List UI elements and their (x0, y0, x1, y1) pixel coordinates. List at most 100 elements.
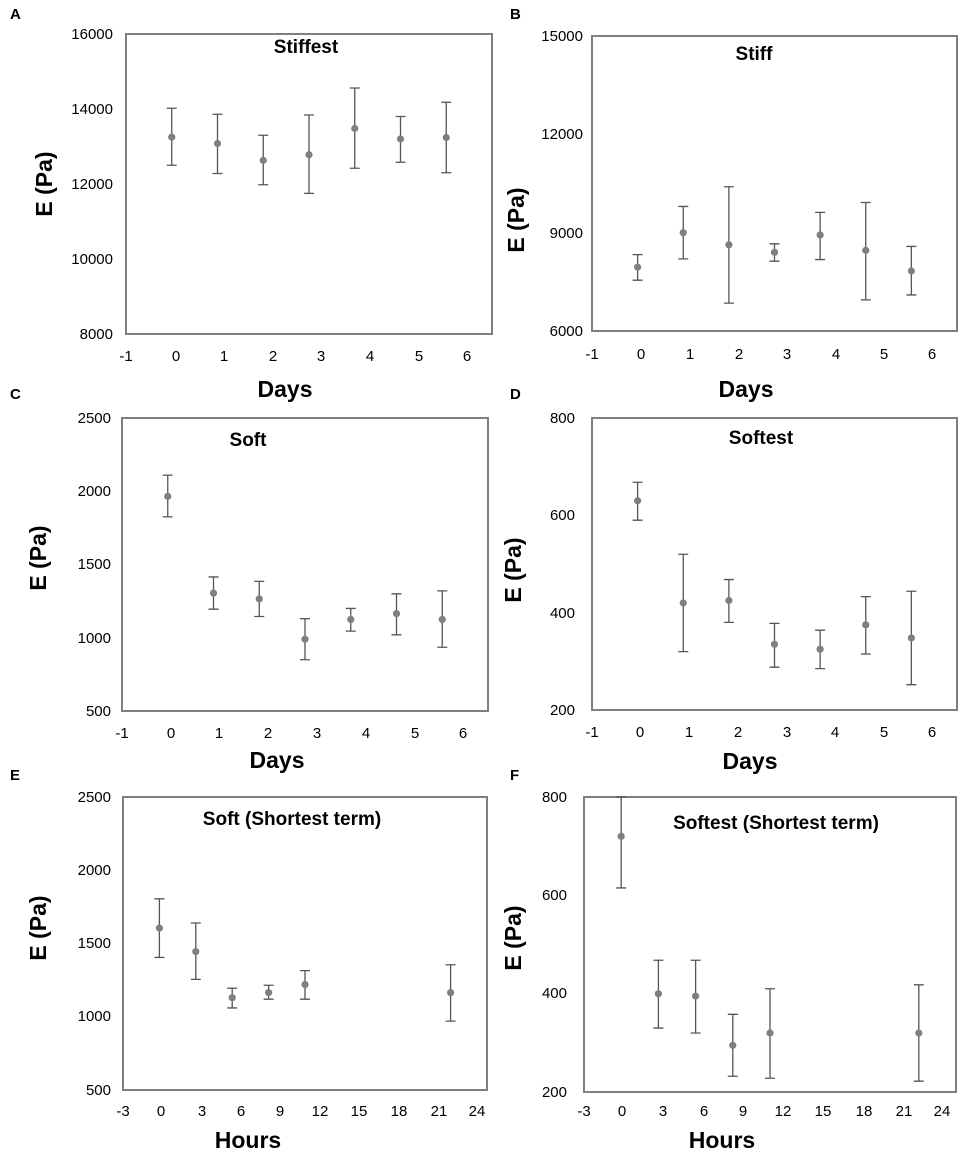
y-tick-label: 200 (542, 1084, 567, 1101)
x-tick-label: 3 (317, 348, 325, 365)
data-point (259, 156, 267, 164)
x-tick-labels: -1 0 1 2 3 4 5 6 (585, 724, 936, 741)
x-axis-label: Hours (215, 1127, 281, 1153)
data-point (766, 1029, 774, 1037)
x-tick-label: 3 (783, 724, 791, 741)
x-tick-labels: -1 0 1 2 3 4 5 6 (585, 346, 936, 363)
data-point (692, 992, 700, 1000)
x-tick-label: 2 (735, 346, 743, 363)
x-axis-label: Days (258, 376, 313, 402)
x-tick-label: 2 (269, 348, 277, 365)
x-tick-label: 6 (237, 1103, 245, 1120)
y-tick-label: 2500 (78, 410, 111, 427)
x-tick-label: -3 (116, 1103, 129, 1120)
data-point (392, 609, 401, 618)
data-point (907, 267, 915, 275)
y-axis-label: E (Pa) (503, 187, 529, 252)
data-point (301, 980, 309, 989)
y-tick-labels: 2500 2000 1500 1000 500 (78, 410, 111, 720)
data-point (634, 263, 642, 271)
chart-title: Softest (729, 428, 794, 449)
x-tick-label: 6 (463, 348, 471, 365)
y-tick-label: 800 (542, 789, 567, 806)
x-tick-labels: -3 0 3 6 9 12 15 18 21 24 (116, 1103, 485, 1120)
x-tick-label: 4 (831, 724, 839, 741)
data-point (228, 994, 236, 1002)
y-tick-label: 6000 (550, 323, 583, 340)
y-axis-label: E (Pa) (500, 537, 526, 602)
y-tick-label: 16000 (71, 26, 113, 43)
y-tick-label: 400 (550, 605, 575, 622)
x-tick-label: 4 (832, 346, 840, 363)
data-point (155, 924, 163, 932)
data-point (816, 645, 824, 653)
data-point (915, 1029, 923, 1037)
panel-label: B (510, 6, 521, 23)
data-point (438, 615, 446, 624)
x-tick-label: 1 (686, 346, 694, 363)
y-tick-label: 9000 (550, 225, 583, 242)
panel-label: E (10, 767, 20, 784)
y-tick-labels: 800 600 400 200 (550, 410, 575, 719)
x-tick-label: -1 (119, 348, 132, 365)
panel-a: A Stiffest 16000 14000 12000 10000 8000 … (10, 6, 493, 402)
data-point (816, 231, 824, 239)
data-point (442, 133, 450, 142)
panel-b: B Stiff 15000 12000 9000 6000 -1 0 1 2 3… (503, 6, 958, 402)
y-tick-label: 500 (86, 1082, 111, 1099)
plot-frame (121, 417, 489, 712)
x-tick-label: -1 (585, 724, 598, 741)
y-tick-label: 2000 (78, 483, 111, 500)
x-tick-label: 2 (734, 724, 742, 741)
data-point (770, 640, 779, 648)
x-tick-label: 6 (700, 1103, 708, 1120)
error-bar (616, 796, 627, 889)
panel-label: F (510, 767, 519, 784)
x-tick-label: 3 (659, 1103, 667, 1120)
data-marks (616, 796, 924, 1082)
y-tick-label: 1000 (78, 630, 111, 647)
y-tick-label: 600 (542, 887, 567, 904)
x-tick-label: 0 (157, 1103, 165, 1120)
x-tick-label: 5 (880, 724, 888, 741)
x-tick-label: 6 (459, 725, 467, 742)
x-tick-label: 0 (636, 724, 644, 741)
x-tick-label: 12 (312, 1103, 329, 1120)
y-tick-label: 1500 (78, 935, 111, 952)
panel-d: D Softest 800 600 400 200 -1 0 1 2 3 4 5… (500, 386, 958, 774)
data-point (168, 133, 176, 141)
x-tick-label: 2 (264, 725, 272, 742)
data-point (729, 1041, 737, 1049)
data-point (396, 135, 405, 143)
data-marks (154, 898, 456, 1022)
y-tick-label: 12000 (541, 126, 583, 143)
y-axis-label: E (Pa) (500, 905, 526, 970)
x-tick-label: 4 (362, 725, 370, 742)
y-tick-labels: 2500 2000 1500 1000 500 (78, 789, 111, 1099)
x-tick-label: 9 (739, 1103, 747, 1120)
data-point (770, 248, 779, 256)
data-point (351, 124, 359, 133)
y-tick-label: 1500 (78, 556, 111, 573)
x-tick-labels: -1 0 1 2 3 4 5 6 (119, 348, 471, 365)
data-marks (632, 481, 917, 686)
data-point (654, 990, 663, 998)
data-point (447, 988, 455, 997)
panel-f: F Softest (Shortest term) 800 600 400 20… (500, 767, 957, 1153)
y-tick-label: 12000 (71, 176, 113, 193)
data-point (907, 634, 915, 642)
plot-frame (591, 35, 958, 332)
x-tick-label: 5 (411, 725, 419, 742)
data-point (634, 497, 642, 505)
data-point (725, 596, 733, 605)
x-tick-label: 1 (215, 725, 223, 742)
y-axis-label: E (Pa) (25, 525, 51, 590)
y-axis-label: E (Pa) (25, 895, 51, 960)
x-tick-label: 18 (856, 1103, 873, 1120)
y-tick-label: 500 (86, 703, 111, 720)
data-point (679, 229, 687, 237)
data-point (209, 589, 218, 597)
y-tick-labels: 16000 14000 12000 10000 8000 (71, 26, 113, 343)
data-point (301, 635, 309, 643)
x-tick-label: 21 (896, 1103, 913, 1120)
